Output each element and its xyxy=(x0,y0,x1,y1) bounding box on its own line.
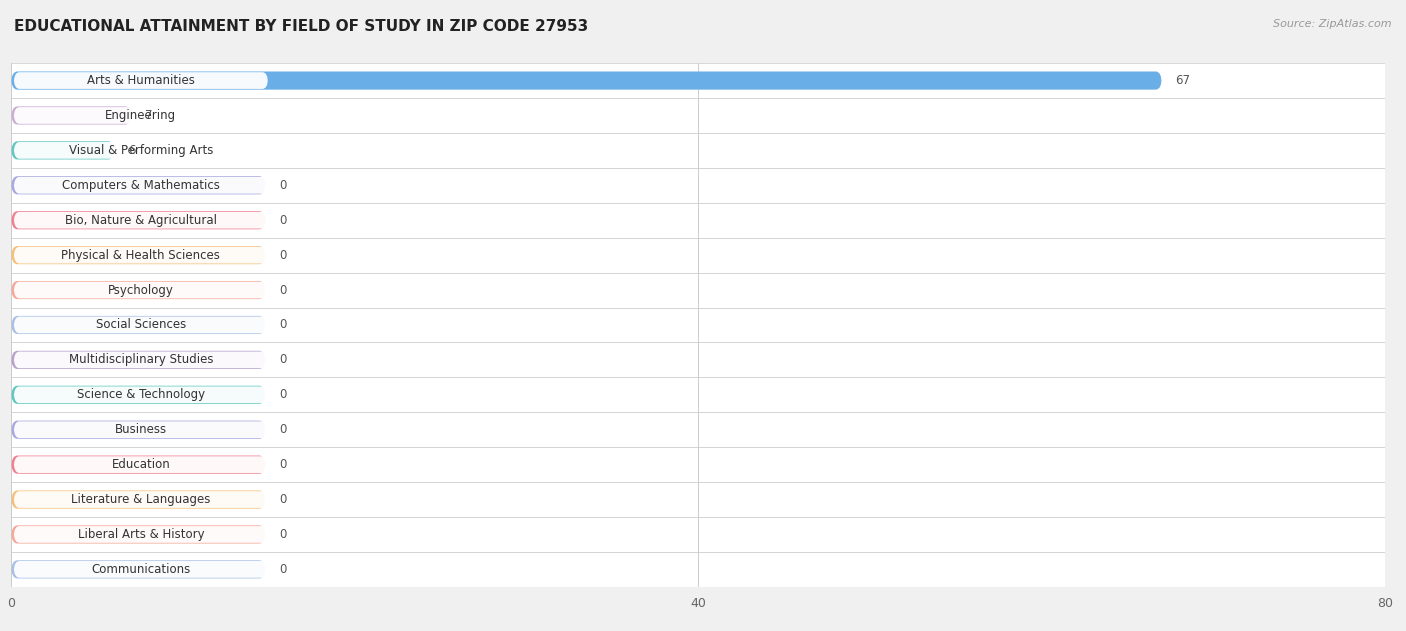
Text: Bio, Nature & Agricultural: Bio, Nature & Agricultural xyxy=(65,214,217,227)
Text: 0: 0 xyxy=(280,283,287,297)
Text: 0: 0 xyxy=(280,528,287,541)
Text: Arts & Humanities: Arts & Humanities xyxy=(87,74,195,87)
FancyBboxPatch shape xyxy=(14,177,269,194)
Bar xyxy=(11,517,1385,552)
FancyBboxPatch shape xyxy=(14,386,269,403)
Bar xyxy=(11,412,1385,447)
FancyBboxPatch shape xyxy=(14,281,269,298)
FancyBboxPatch shape xyxy=(11,386,266,404)
Text: 0: 0 xyxy=(280,493,287,506)
FancyBboxPatch shape xyxy=(14,456,269,473)
FancyBboxPatch shape xyxy=(14,212,269,228)
Text: Engineering: Engineering xyxy=(105,109,176,122)
Bar xyxy=(11,133,1385,168)
FancyBboxPatch shape xyxy=(11,141,114,160)
FancyBboxPatch shape xyxy=(11,281,266,299)
Text: Education: Education xyxy=(111,458,170,471)
Text: 0: 0 xyxy=(280,563,287,576)
Text: 0: 0 xyxy=(280,353,287,367)
Text: Multidisciplinary Studies: Multidisciplinary Studies xyxy=(69,353,214,367)
Text: Science & Technology: Science & Technology xyxy=(77,388,205,401)
FancyBboxPatch shape xyxy=(11,246,266,264)
FancyBboxPatch shape xyxy=(11,526,266,543)
FancyBboxPatch shape xyxy=(14,351,269,369)
Bar xyxy=(11,203,1385,238)
FancyBboxPatch shape xyxy=(11,490,266,509)
Bar xyxy=(11,447,1385,482)
Text: Psychology: Psychology xyxy=(108,283,174,297)
Bar xyxy=(11,343,1385,377)
FancyBboxPatch shape xyxy=(14,561,269,578)
Text: 0: 0 xyxy=(280,388,287,401)
FancyBboxPatch shape xyxy=(11,316,266,334)
Bar xyxy=(11,552,1385,587)
Text: 7: 7 xyxy=(145,109,153,122)
Text: 0: 0 xyxy=(280,249,287,262)
Text: Liberal Arts & History: Liberal Arts & History xyxy=(77,528,204,541)
FancyBboxPatch shape xyxy=(11,107,131,124)
Text: 0: 0 xyxy=(280,319,287,331)
FancyBboxPatch shape xyxy=(11,176,266,194)
Bar xyxy=(11,273,1385,307)
Text: Social Sciences: Social Sciences xyxy=(96,319,186,331)
FancyBboxPatch shape xyxy=(14,72,269,89)
Text: Computers & Mathematics: Computers & Mathematics xyxy=(62,179,219,192)
FancyBboxPatch shape xyxy=(11,211,266,229)
Text: Literature & Languages: Literature & Languages xyxy=(72,493,211,506)
FancyBboxPatch shape xyxy=(11,421,266,439)
Text: 0: 0 xyxy=(280,423,287,436)
FancyBboxPatch shape xyxy=(14,526,269,543)
Text: Communications: Communications xyxy=(91,563,190,576)
FancyBboxPatch shape xyxy=(11,71,1161,90)
Bar xyxy=(11,168,1385,203)
Text: 6: 6 xyxy=(128,144,135,157)
FancyBboxPatch shape xyxy=(11,456,266,474)
Bar xyxy=(11,377,1385,412)
Text: 0: 0 xyxy=(280,179,287,192)
Text: Physical & Health Sciences: Physical & Health Sciences xyxy=(62,249,221,262)
Bar xyxy=(11,482,1385,517)
FancyBboxPatch shape xyxy=(14,317,269,333)
Bar xyxy=(11,98,1385,133)
Text: 0: 0 xyxy=(280,458,287,471)
FancyBboxPatch shape xyxy=(14,491,269,508)
Text: Source: ZipAtlas.com: Source: ZipAtlas.com xyxy=(1274,19,1392,29)
Bar xyxy=(11,238,1385,273)
Text: Business: Business xyxy=(115,423,167,436)
FancyBboxPatch shape xyxy=(14,142,269,159)
FancyBboxPatch shape xyxy=(11,351,266,369)
FancyBboxPatch shape xyxy=(11,560,266,579)
Text: 67: 67 xyxy=(1175,74,1191,87)
FancyBboxPatch shape xyxy=(14,247,269,264)
Bar xyxy=(11,307,1385,343)
Text: 0: 0 xyxy=(280,214,287,227)
FancyBboxPatch shape xyxy=(14,422,269,438)
FancyBboxPatch shape xyxy=(14,107,269,124)
Text: Visual & Performing Arts: Visual & Performing Arts xyxy=(69,144,214,157)
Text: EDUCATIONAL ATTAINMENT BY FIELD OF STUDY IN ZIP CODE 27953: EDUCATIONAL ATTAINMENT BY FIELD OF STUDY… xyxy=(14,19,588,34)
Bar xyxy=(11,63,1385,98)
